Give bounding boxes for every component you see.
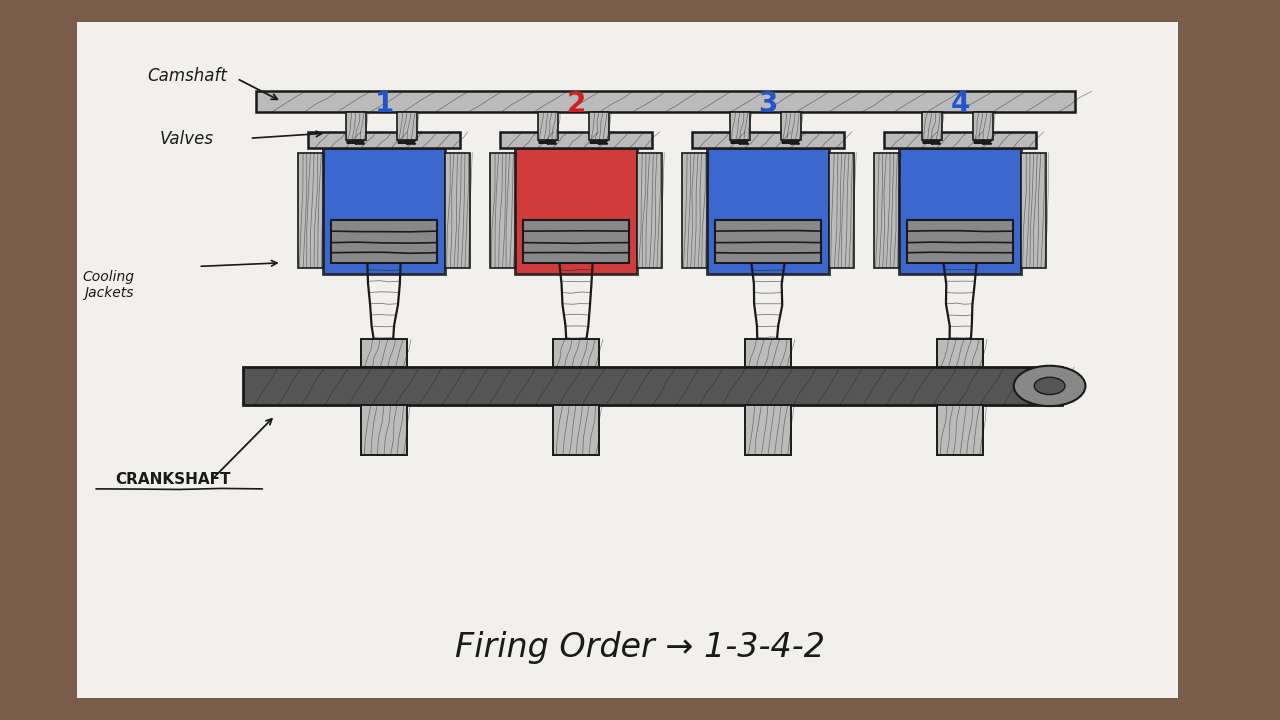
- Bar: [361, 340, 407, 367]
- Bar: [538, 112, 558, 140]
- Bar: [691, 132, 845, 148]
- Bar: [500, 132, 653, 148]
- Bar: [637, 153, 663, 268]
- Bar: [298, 153, 323, 268]
- Text: 4: 4: [950, 91, 970, 118]
- Bar: [589, 112, 609, 140]
- Bar: [745, 405, 791, 455]
- Bar: [829, 153, 855, 268]
- Circle shape: [1034, 377, 1065, 395]
- Bar: [1021, 153, 1047, 268]
- Bar: [553, 340, 599, 367]
- Text: Valves: Valves: [160, 130, 214, 148]
- Text: 2: 2: [566, 91, 586, 118]
- Bar: [708, 148, 829, 274]
- Bar: [874, 153, 900, 268]
- Text: 3: 3: [758, 91, 778, 118]
- Bar: [553, 405, 599, 455]
- Bar: [937, 405, 983, 455]
- Bar: [77, 22, 1178, 698]
- Bar: [346, 112, 366, 140]
- Bar: [900, 148, 1021, 274]
- Text: CRANKSHAFT: CRANKSHAFT: [115, 472, 230, 487]
- Circle shape: [1014, 366, 1085, 406]
- Text: 1: 1: [374, 91, 394, 118]
- Bar: [524, 220, 630, 263]
- Bar: [243, 367, 1062, 405]
- Bar: [397, 112, 417, 140]
- Bar: [445, 153, 471, 268]
- Bar: [361, 405, 407, 455]
- Bar: [681, 153, 707, 268]
- Bar: [256, 91, 1075, 112]
- Bar: [781, 112, 801, 140]
- Bar: [884, 132, 1037, 148]
- Bar: [516, 148, 637, 274]
- Bar: [330, 220, 438, 263]
- Bar: [973, 112, 993, 140]
- Bar: [906, 220, 1014, 263]
- Bar: [937, 340, 983, 367]
- Text: Cooling
Jackets: Cooling Jackets: [83, 270, 134, 300]
- Bar: [730, 112, 750, 140]
- Bar: [323, 148, 445, 274]
- Bar: [922, 112, 942, 140]
- Bar: [490, 153, 516, 268]
- Bar: [307, 132, 461, 148]
- Text: Camshaft: Camshaft: [147, 67, 227, 85]
- Text: Firing Order → 1-3-4-2: Firing Order → 1-3-4-2: [454, 631, 826, 665]
- Bar: [714, 220, 822, 263]
- Bar: [745, 340, 791, 367]
